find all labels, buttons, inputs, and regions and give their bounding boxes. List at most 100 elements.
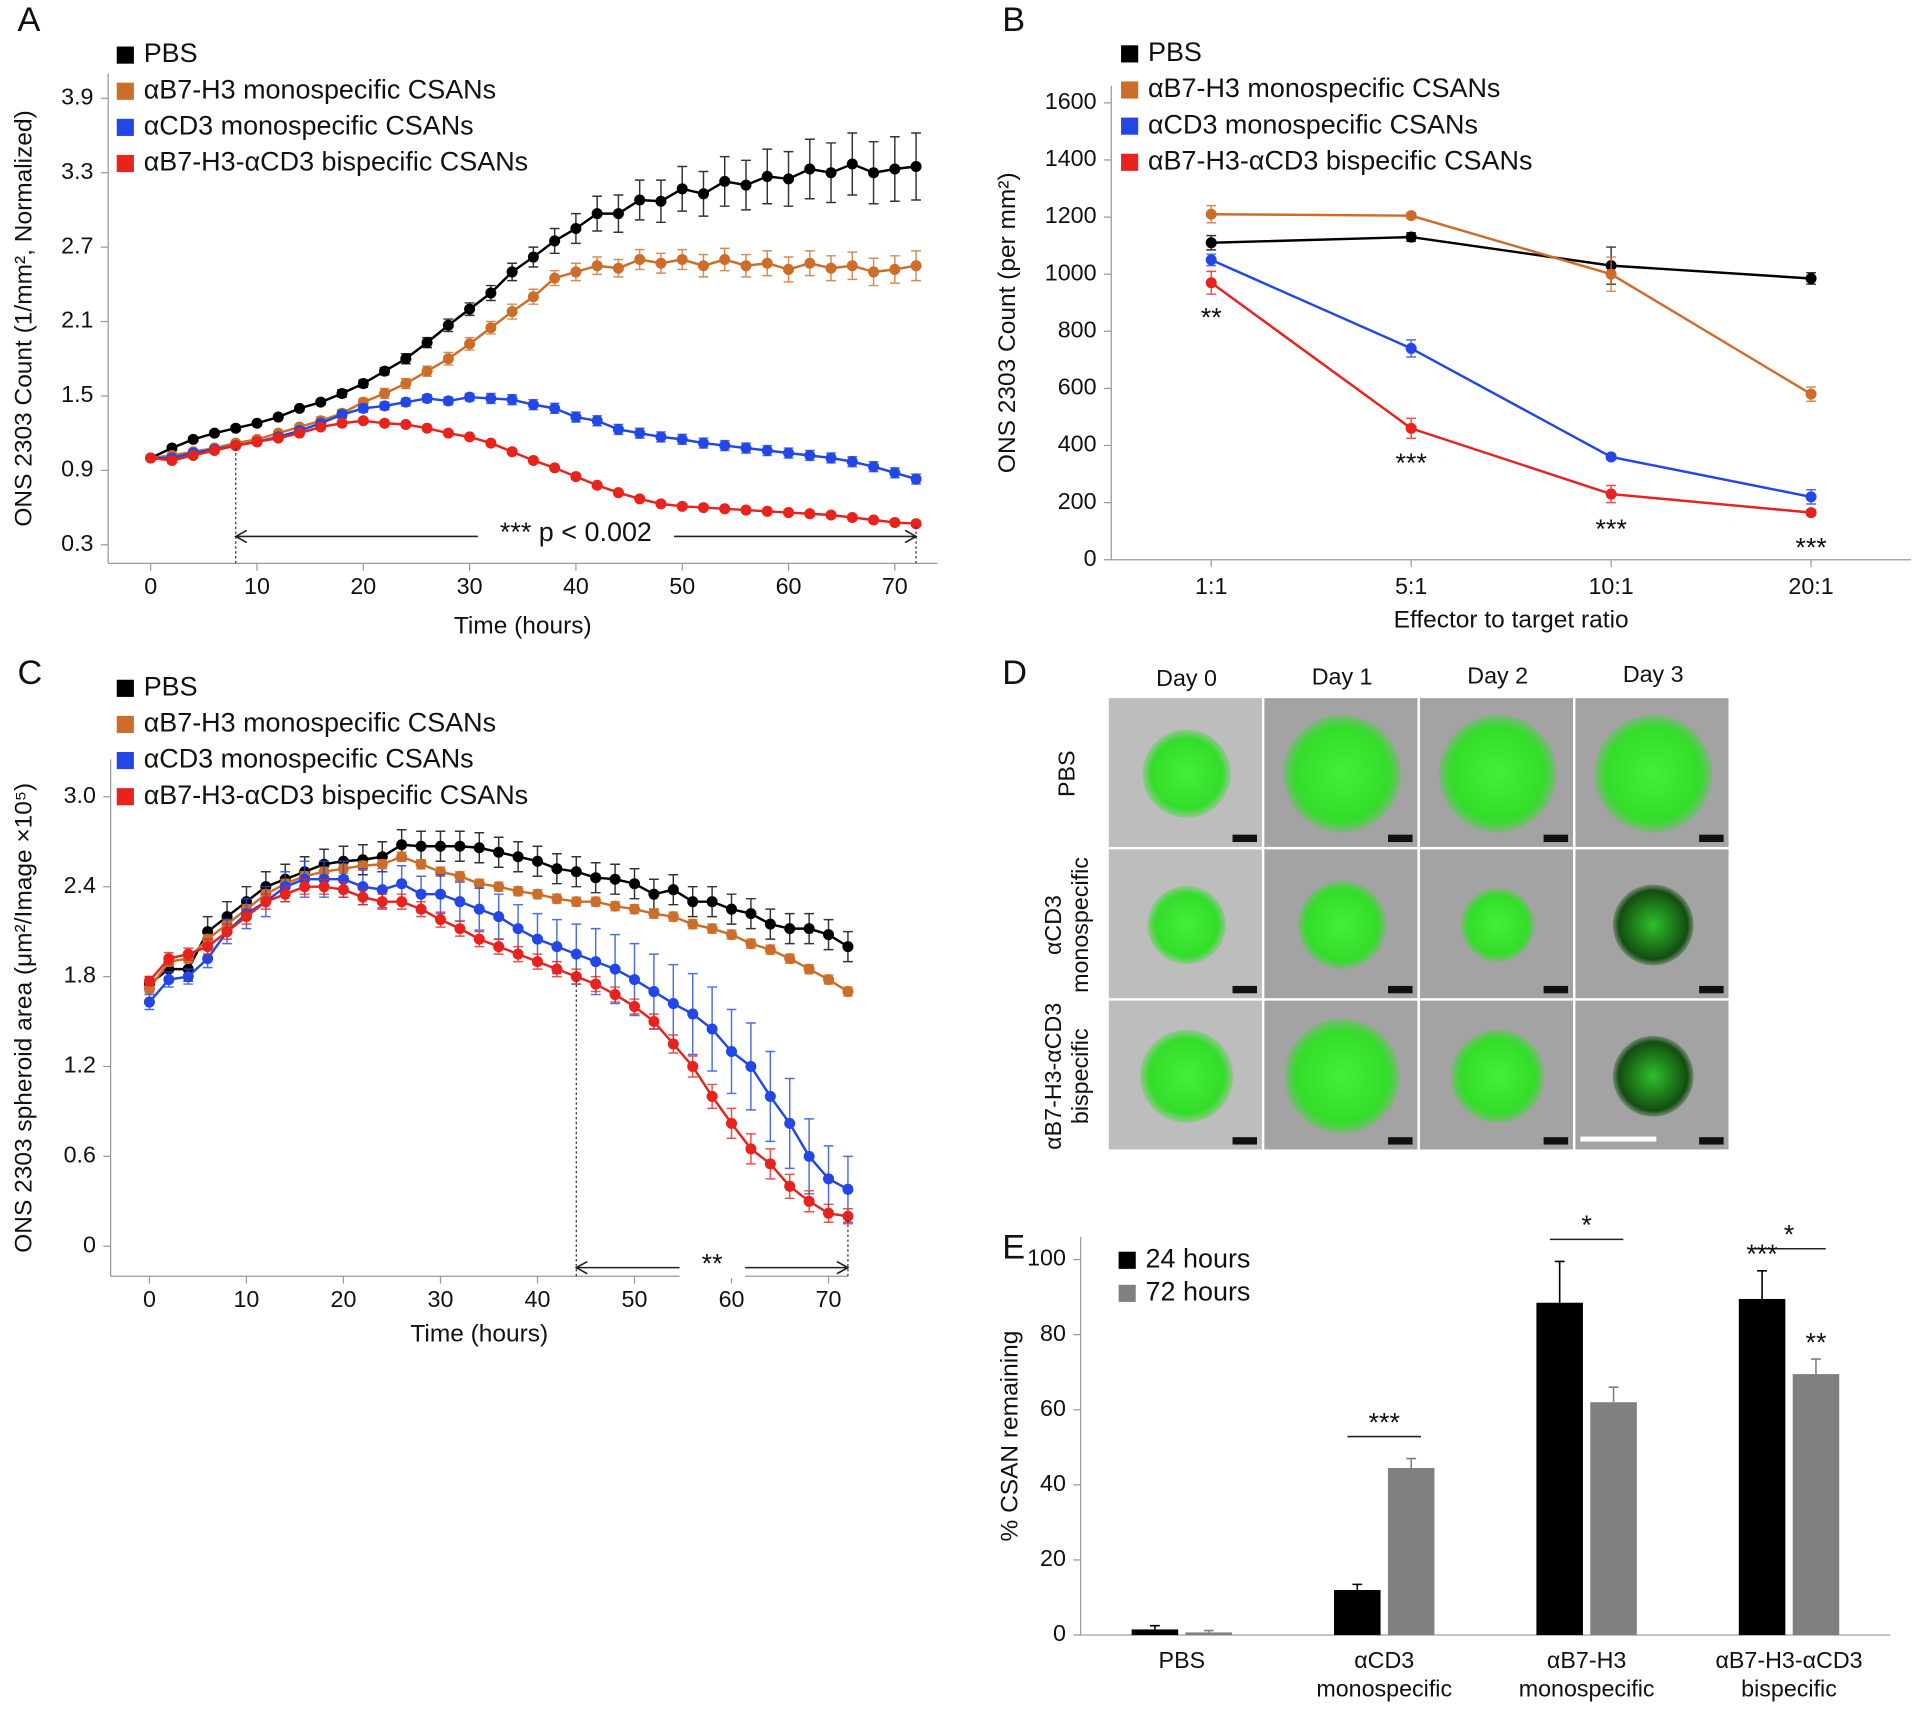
data-point: [187, 449, 199, 462]
error-bar: [1203, 1629, 1214, 1633]
scale-label: [1388, 834, 1413, 843]
data-point: [357, 891, 369, 903]
data-point: [634, 493, 646, 505]
row-label: αB7-H3-αCD3: [1040, 1003, 1066, 1150]
column-label: Day 3: [1623, 661, 1684, 687]
data-point: [676, 433, 688, 445]
spheroid: [1283, 714, 1401, 833]
data-point: [454, 896, 466, 908]
scale-label: [1543, 985, 1569, 994]
y-tick-label: 1.8: [64, 962, 96, 988]
x-tick-label: 10:1: [1588, 573, 1633, 599]
legend-label: PBS: [144, 38, 198, 68]
data-point: [612, 487, 624, 499]
data-point: [145, 452, 157, 464]
data-point: [697, 437, 709, 449]
data-point: [1205, 208, 1217, 220]
error-bar: [1608, 1386, 1619, 1403]
data-point: [396, 839, 408, 851]
data-point: [783, 447, 795, 459]
data-point: [187, 433, 199, 445]
data-point: [400, 378, 412, 390]
data-point: [357, 378, 369, 390]
data-point: [294, 402, 306, 414]
annotation: *: [1784, 1220, 1795, 1250]
y-axis-label: ONS 2303 Count (per mm²): [994, 172, 1021, 473]
data-point: [784, 953, 796, 965]
data-point: [655, 498, 667, 510]
x-tick-label: αCD3: [1354, 1647, 1414, 1673]
data-point: [294, 427, 306, 439]
x-tick-label: 30: [457, 573, 483, 599]
data-point: [512, 923, 524, 935]
data-point: [1405, 210, 1417, 222]
y-tick-label: 1600: [1045, 88, 1097, 114]
data-point: [251, 436, 263, 448]
data-point: [825, 452, 837, 464]
data-point: [434, 914, 446, 926]
data-point: [551, 863, 563, 875]
x-axis-label: Time (hours): [454, 613, 592, 640]
spheroid: [1142, 729, 1231, 818]
data-point: [761, 257, 773, 269]
data-point: [609, 900, 621, 912]
annotation: ***: [1795, 532, 1827, 562]
data-point: [315, 396, 327, 408]
data-point: [485, 437, 497, 449]
data-point: [842, 941, 854, 953]
data-point: [208, 445, 220, 457]
legend-swatch: [116, 715, 134, 734]
data-point: [648, 986, 660, 998]
data-point: [825, 167, 837, 179]
legend-swatch: [116, 788, 134, 806]
data-point: [473, 933, 485, 945]
data-point: [764, 1090, 776, 1102]
data-point: [202, 953, 214, 965]
y-tick-label: 40: [1040, 1470, 1066, 1496]
data-point: [434, 888, 446, 900]
data-point: [415, 888, 427, 900]
data-point: [591, 208, 603, 220]
data-point: [202, 941, 214, 953]
data-point: [868, 514, 880, 526]
data-point: [842, 986, 854, 998]
data-point: [612, 423, 624, 435]
data-point: [609, 963, 621, 975]
series-line: [150, 162, 917, 460]
bar: [1792, 1374, 1840, 1636]
data-point: [628, 903, 641, 915]
data-point: [783, 507, 795, 519]
series-line: [1211, 235, 1812, 280]
spheroid: [1298, 880, 1387, 970]
data-point: [570, 948, 582, 960]
data-point: [379, 365, 391, 377]
data-point: [634, 254, 646, 266]
x-axis-label: Time (hours): [410, 1320, 548, 1347]
legend-swatch: [1118, 1284, 1136, 1302]
data-point: [251, 417, 263, 429]
spheroid: [1612, 1035, 1694, 1117]
data-point: [706, 896, 718, 908]
data-point: [655, 195, 667, 207]
data-point: [1605, 488, 1617, 500]
data-point: [434, 840, 446, 852]
data-point: [868, 167, 880, 179]
data-point: [421, 337, 433, 349]
data-point: [804, 449, 816, 462]
data-point: [910, 260, 922, 272]
legend-swatch: [1118, 1251, 1136, 1269]
data-point: [1205, 277, 1217, 289]
data-point: [1605, 268, 1617, 280]
annotation: *** p < 0.002: [500, 517, 652, 547]
data-point: [400, 353, 412, 365]
data-point: [336, 417, 348, 429]
data-point: [706, 923, 718, 935]
data-point: [272, 432, 284, 444]
data-point: [726, 1045, 738, 1058]
data-point: [706, 1090, 718, 1102]
data-point: [549, 235, 561, 247]
data-point: [889, 263, 901, 275]
data-point: [719, 503, 731, 515]
data-point: [825, 509, 837, 521]
data-point: [803, 1150, 815, 1162]
